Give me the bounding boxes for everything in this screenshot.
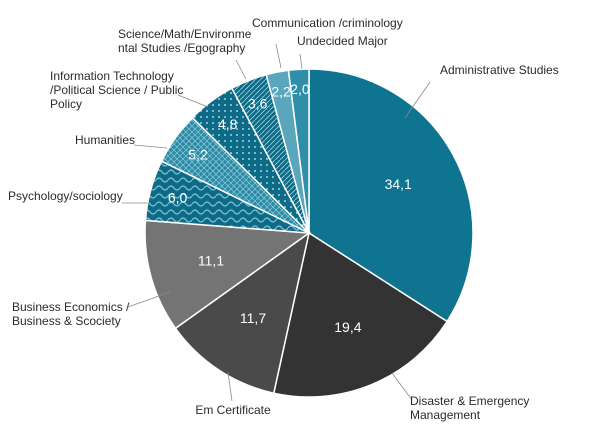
slice-value-label-4: 11,1: [198, 252, 224, 268]
pie-slice-2: [272, 231, 449, 398]
pie-slice-4: [144, 219, 312, 330]
slice-category-label-10: Undecided Major: [297, 34, 388, 48]
slice-category-label-3: Em Certificate: [195, 403, 271, 417]
leader-line-6: [133, 144, 168, 149]
slice-value-label-7: 4,8: [218, 116, 238, 132]
leader-line-9: [275, 43, 282, 69]
slice-value-label-5: 6,0: [168, 189, 188, 205]
slice-category-label-6: Humanities: [75, 133, 135, 147]
pie-slice-1: [308, 68, 474, 323]
slice-category-label-5: Psychology/sociology: [8, 189, 123, 203]
slice-value-label-1: 34,1: [385, 176, 412, 192]
leader-line-10: [299, 53, 303, 70]
slice-category-label-8: Science/Math/Environme ntal Studies /Egog…: [118, 27, 252, 55]
leader-line-3: [227, 371, 233, 402]
slice-category-label-4: Business Economics / Business & Scociety: [12, 300, 130, 328]
slice-value-label-9: 2,2: [271, 83, 291, 99]
slice-value-label-6: 5,2: [188, 146, 208, 162]
slice-value-label-2: 19,4: [334, 319, 361, 335]
pie-slice-10: [287, 68, 310, 234]
slice-value-label-8: 3,6: [248, 95, 268, 111]
slice-value-label-10: 2,0: [290, 81, 310, 97]
slice-category-label-1: Administrative Studies: [440, 63, 559, 77]
pie-slice-3: [174, 231, 311, 395]
leader-line-4: [127, 291, 171, 308]
leader-line-7: [177, 94, 209, 108]
slice-value-label-3: 11,7: [240, 310, 266, 326]
slice-category-label-9: Communication /criminology: [252, 16, 403, 30]
slice-category-label-2: Disaster & Emergency Management: [410, 394, 529, 422]
leader-line-2: [391, 372, 413, 401]
leader-line-8: [235, 59, 247, 80]
slice-category-label-7: Information Technology/Political Science…: [50, 69, 183, 111]
leader-line-1: [404, 81, 431, 119]
